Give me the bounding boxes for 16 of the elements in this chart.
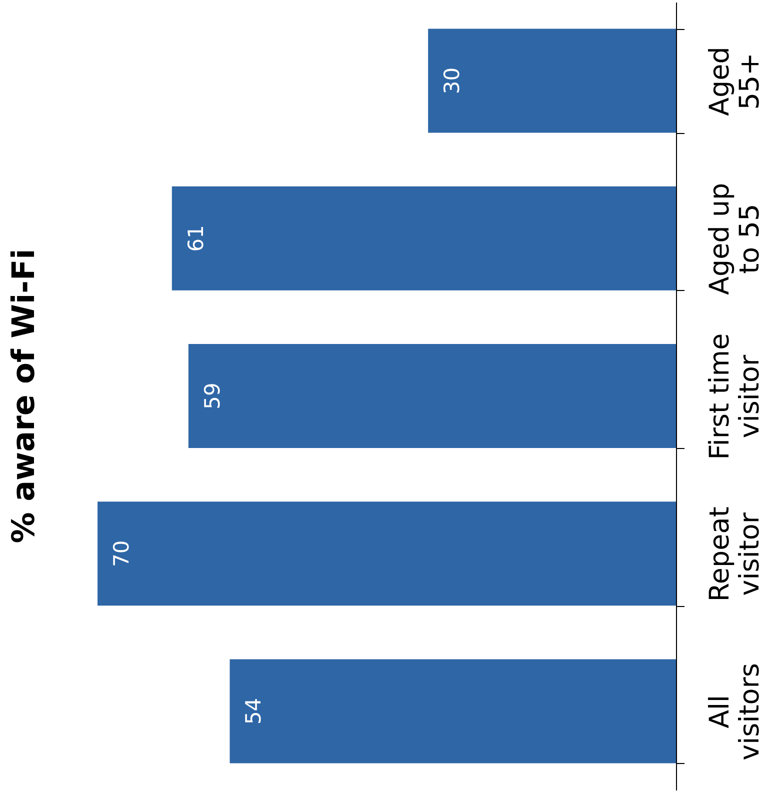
y-tick-label: Aged 55+: [704, 46, 766, 116]
y-tick-label: Aged up to 55: [704, 182, 766, 295]
data-label: 59: [200, 382, 224, 410]
data-label: 30: [440, 67, 464, 94]
bar: [230, 659, 676, 764]
bar: [172, 186, 676, 290]
y-tick-label: First time visitor: [704, 333, 766, 460]
y-tick-label: Repeat visitor: [704, 506, 766, 602]
data-label: 54: [242, 698, 266, 725]
text: % aware of Wi-Fi: [6, 248, 42, 544]
bar: [428, 28, 676, 133]
bar: [98, 502, 676, 606]
data-label: 61: [184, 225, 208, 252]
data-label: 70: [110, 540, 134, 567]
bar: [188, 344, 676, 448]
y-tick-label: All visitors: [704, 663, 766, 760]
